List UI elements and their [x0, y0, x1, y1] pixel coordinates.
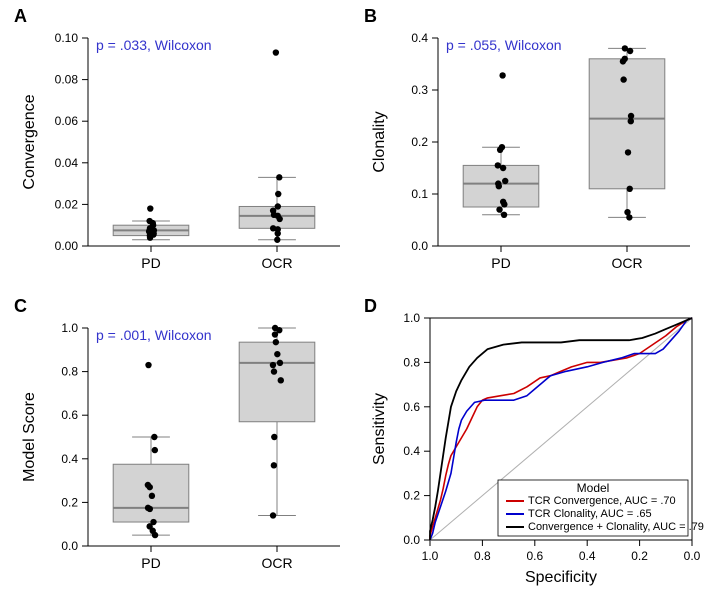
svg-text:0.06: 0.06 — [55, 114, 79, 128]
annotation-text: p = .055, Wilcoxon — [446, 37, 562, 53]
svg-text:PD: PD — [141, 255, 160, 271]
svg-text:0.1: 0.1 — [411, 187, 428, 201]
roc-svg: 1.0 0.8 0.6 0.4 0.2 0.0 0.0 0.2 0.4 0.6 0.8 1.0 Spec… — [364, 300, 704, 590]
svg-text:0.2: 0.2 — [403, 489, 420, 503]
svg-text:Model Score: Model Score — [21, 392, 38, 482]
panel-D: 1.0 0.8 0.6 0.4 0.2 0.0 0.0 0.2 0.4 0.6 0.8 1.0 Spec… — [364, 300, 704, 590]
svg-text:0.04: 0.04 — [55, 156, 79, 170]
svg-text:1.0: 1.0 — [403, 311, 420, 325]
svg-text:0.0: 0.0 — [684, 549, 701, 563]
svg-text:PD: PD — [491, 255, 510, 271]
svg-text:0.0: 0.0 — [61, 539, 78, 553]
annotation-text: p = .001, Wilcoxon — [96, 327, 212, 343]
svg-text:0.02: 0.02 — [55, 197, 79, 211]
svg-text:0.0: 0.0 — [411, 239, 428, 253]
svg-text:0.4: 0.4 — [61, 452, 78, 466]
svg-text:0.4: 0.4 — [411, 31, 428, 45]
svg-text:OCR: OCR — [261, 255, 292, 271]
panel-C: 0.0 0.2 0.4 0.6 0.8 1.0 PD OCR Model Score p = .0… — [14, 300, 354, 590]
svg-text:0.10: 0.10 — [55, 31, 79, 45]
svg-text:0.6: 0.6 — [61, 408, 78, 422]
svg-text:0.2: 0.2 — [411, 135, 428, 149]
svg-text:0.8: 0.8 — [474, 549, 491, 563]
svg-text:Model: Model — [577, 481, 610, 495]
svg-text:0.8: 0.8 — [61, 365, 78, 379]
svg-text:0.6: 0.6 — [403, 400, 420, 414]
svg-text:0.00: 0.00 — [55, 239, 79, 253]
panel-B: 0.0 0.1 0.2 0.3 0.4 PD OCR Clonality p = .055, W… — [364, 10, 704, 290]
svg-text:0.8: 0.8 — [403, 355, 420, 369]
svg-text:Sensitivity: Sensitivity — [371, 393, 388, 465]
boxplot-svg: 0.00 0.02 0.04 0.06 0.08 0.10 PD OCR Convergence… — [14, 10, 354, 290]
svg-text:TCR Convergence, AUC = .70: TCR Convergence, AUC = .70 — [528, 495, 676, 507]
svg-text:0.3: 0.3 — [411, 83, 428, 97]
svg-text:0.4: 0.4 — [579, 549, 596, 563]
svg-text:1.0: 1.0 — [422, 549, 439, 563]
svg-text:Clonality: Clonality — [371, 111, 388, 172]
panel-A: 0.00 0.02 0.04 0.06 0.08 0.10 PD OCR Convergence… — [14, 10, 354, 290]
figure-root: A 0.000.020.040.060.080.10PDOCRConvergen… — [0, 0, 709, 599]
svg-text:1.0: 1.0 — [61, 321, 78, 335]
svg-text:Specificity: Specificity — [525, 569, 597, 586]
svg-text:OCR: OCR — [611, 255, 642, 271]
svg-text:PD: PD — [141, 555, 160, 571]
svg-text:TCR Clonality, AUC = .65: TCR Clonality, AUC = .65 — [528, 508, 652, 520]
svg-text:0.0: 0.0 — [403, 533, 420, 547]
svg-text:0.2: 0.2 — [631, 549, 648, 563]
annotation-text: p = .033, Wilcoxon — [96, 37, 212, 53]
svg-text:0.4: 0.4 — [403, 444, 420, 458]
boxplot-svg: 0.0 0.1 0.2 0.3 0.4 PD OCR Clonality p = .055, W… — [364, 10, 704, 290]
boxplot-svg: 0.0 0.2 0.4 0.6 0.8 1.0 PD OCR Model Score p = .0… — [14, 300, 354, 590]
svg-text:Convergence: Convergence — [21, 94, 38, 189]
svg-text:0.2: 0.2 — [61, 495, 78, 509]
svg-text:OCR: OCR — [261, 555, 292, 571]
svg-text:0.6: 0.6 — [526, 549, 543, 563]
svg-text:0.08: 0.08 — [55, 73, 79, 87]
svg-text:Convergence + Clonality, AUC =: Convergence + Clonality, AUC = .79 — [528, 521, 704, 533]
